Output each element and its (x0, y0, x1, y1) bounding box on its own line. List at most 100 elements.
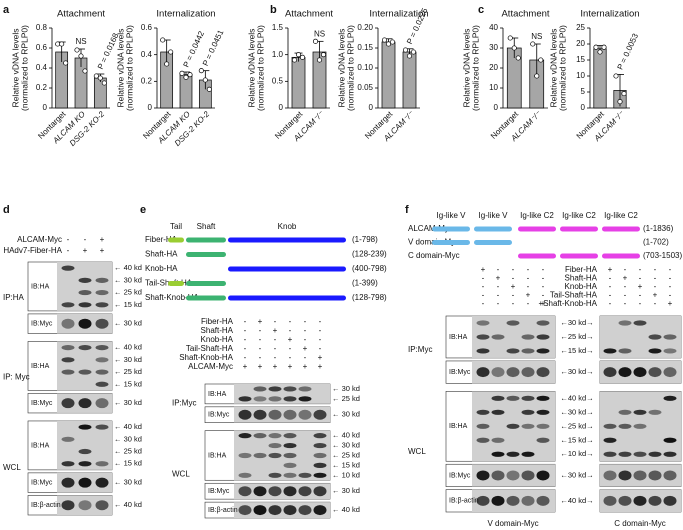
y-tick-label: 0 (494, 103, 499, 112)
band (238, 472, 252, 478)
band (491, 437, 505, 443)
y-tick-label: 10 (489, 83, 498, 92)
y-axis-label: Relative vDNA levels (115, 29, 125, 108)
condition-sign: - (542, 282, 545, 291)
condition-sign: - (654, 274, 657, 283)
band (238, 486, 252, 497)
size-marker: ←40 kd→ (560, 496, 593, 505)
band (78, 424, 92, 430)
condition-sign: + (318, 353, 323, 362)
y-tick-label: 30 (489, 43, 498, 52)
band (283, 472, 297, 478)
band (298, 386, 312, 392)
condition-sign: - (319, 344, 322, 353)
group-label: WCL (3, 463, 21, 472)
band (633, 367, 647, 378)
band (476, 423, 490, 429)
condition-sign: - (259, 353, 262, 362)
domain-block (186, 295, 226, 301)
condition-sign: + (288, 362, 293, 371)
band (648, 334, 662, 340)
data-point (402, 47, 409, 53)
band (298, 486, 312, 497)
construct-range: (1-798) (352, 235, 378, 244)
band (521, 367, 535, 378)
condition-label: Fiber-HA (565, 265, 598, 274)
y-tick-label: 1.5 (272, 23, 284, 32)
data-point (601, 44, 607, 50)
size-marker: ← 15 kd (114, 300, 142, 309)
condition-sign: - (304, 326, 307, 335)
band (95, 500, 109, 511)
band (95, 357, 109, 363)
construct-name: Fiber-HA (145, 235, 178, 244)
band (536, 348, 550, 354)
y-tick-label: 1.0 (272, 50, 284, 59)
band (491, 451, 505, 457)
data-point (291, 57, 298, 63)
panel-letter: f (405, 204, 409, 216)
condition-label: HAdv7-Fiber-HA (3, 246, 62, 255)
band (95, 318, 109, 329)
band (476, 437, 490, 443)
size-marker: ← 30 kd (114, 319, 142, 328)
band (663, 470, 677, 481)
data-point (312, 38, 319, 44)
band (95, 302, 109, 308)
condition-sign: - (654, 282, 657, 291)
condition-sign: - (259, 326, 262, 335)
condition-sign: - (482, 274, 485, 283)
condition-sign: + (481, 265, 486, 274)
band (618, 495, 632, 506)
y-tick-label: 0.6 (36, 43, 48, 52)
data-point (93, 73, 99, 79)
construct-name: ALCAM-Myc (408, 224, 453, 233)
blot-label: IB:HA (449, 334, 468, 341)
y-tick-label: 0 (369, 103, 374, 112)
y-tick-label: 0.6 (141, 23, 153, 32)
condition-sign: - (274, 353, 277, 362)
construct-range: (1-1836) (643, 224, 674, 233)
y-axis-label: Relative vDNA levels (246, 29, 256, 108)
band (648, 451, 662, 457)
band (521, 423, 535, 429)
blot-label: IB:Myc (31, 400, 53, 407)
data-point (78, 53, 84, 59)
band (648, 409, 662, 415)
data-point (515, 55, 521, 61)
condition-sign: - (654, 299, 657, 308)
panel-letter: c (478, 4, 484, 16)
band (633, 470, 647, 481)
data-point (164, 61, 170, 67)
band (95, 424, 109, 430)
construct-range: (1-399) (352, 279, 378, 288)
size-marker: ←40 kd→ (560, 393, 593, 402)
band (521, 495, 535, 506)
band (603, 451, 617, 457)
domain-block (228, 237, 346, 243)
band (298, 409, 312, 420)
band (95, 398, 109, 409)
data-point (82, 68, 88, 74)
y-axis-label: Relative vDNA levels (548, 29, 558, 108)
blot-label: IB:Myc (208, 488, 230, 495)
size-marker: ←30 kd→ (560, 407, 593, 416)
band (536, 320, 550, 326)
data-point (179, 70, 185, 76)
condition-sign: - (289, 344, 292, 353)
y-tick-label: 0 (279, 103, 284, 112)
blot-label: IB:HA (31, 442, 50, 449)
band (476, 348, 490, 354)
band (283, 433, 297, 439)
data-point (74, 47, 80, 53)
band (648, 470, 662, 481)
condition-sign: - (624, 291, 627, 300)
construct-name: Shaft-HA (145, 250, 178, 259)
band (78, 318, 92, 329)
data-point (538, 57, 544, 63)
condition-sign: + (100, 246, 105, 255)
band (298, 396, 312, 402)
band (313, 409, 327, 420)
condition-sign: + (303, 362, 308, 371)
